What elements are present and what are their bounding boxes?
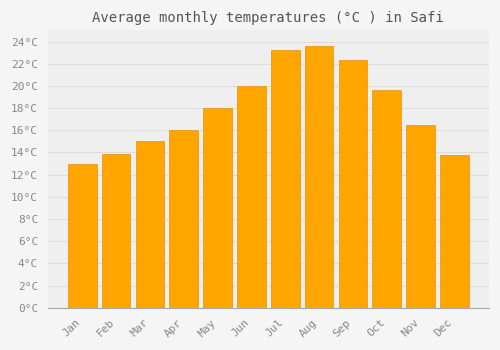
Title: Average monthly temperatures (°C ) in Safi: Average monthly temperatures (°C ) in Sa…	[92, 11, 444, 25]
Bar	[102, 154, 130, 308]
Bar	[68, 163, 96, 308]
Bar	[338, 61, 368, 308]
Bar	[203, 108, 232, 308]
Bar	[271, 50, 300, 308]
Bar	[372, 90, 401, 308]
Bar	[440, 155, 469, 308]
Bar	[237, 86, 266, 308]
Bar	[170, 130, 198, 308]
Bar	[406, 125, 435, 308]
Bar	[304, 46, 334, 308]
Bar	[136, 141, 164, 308]
